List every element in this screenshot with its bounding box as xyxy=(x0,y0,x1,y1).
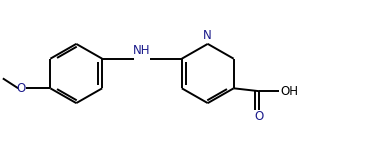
Text: O: O xyxy=(255,110,264,123)
Text: O: O xyxy=(17,82,26,95)
Text: OH: OH xyxy=(280,85,298,98)
Text: NH: NH xyxy=(133,44,151,57)
Text: N: N xyxy=(204,29,212,42)
